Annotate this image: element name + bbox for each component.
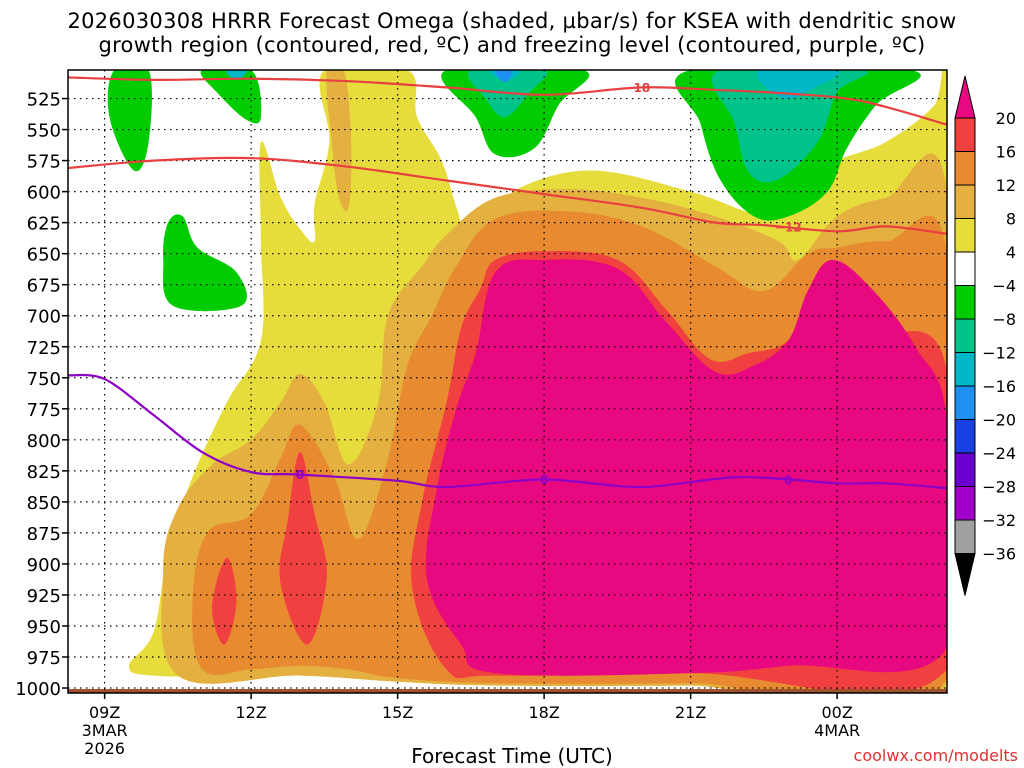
colorbar-label-9: −20 <box>982 411 1016 430</box>
y-tick-label-800: 800 <box>27 431 61 452</box>
terrain-strip <box>68 689 947 693</box>
contour-label-0-0: −18 <box>624 81 651 95</box>
negative-omega-4-8-c <box>200 70 262 124</box>
colorbar-label-3: 8 <box>1006 210 1016 229</box>
colorbar-block-9 <box>954 419 976 454</box>
x-tick-label-0-1: 3MAR <box>82 721 128 740</box>
y-tick-label-650: 650 <box>27 245 61 266</box>
negative-omega-4-8-b <box>162 214 247 312</box>
y-tick-label-700: 700 <box>27 307 61 328</box>
colorbar-block-11 <box>954 486 976 521</box>
colorbar-block-12 <box>954 519 976 554</box>
y-tick-label-675: 675 <box>27 276 61 297</box>
y-tick-label-875: 875 <box>27 524 61 545</box>
colorbar-label-0: 20 <box>996 109 1016 128</box>
contour-label-2-2: 0 <box>784 474 792 488</box>
chart-title-line-1: 2026030308 HRRR Forecast Omega (shaded, … <box>67 9 957 33</box>
colorbar-label-8: −16 <box>982 377 1016 396</box>
colorbar-block-7 <box>954 352 976 387</box>
contour-label-1-0: −12 <box>775 221 802 235</box>
negative-omega-4-8-a <box>107 70 152 172</box>
x-tick-label-0-0: 09Z <box>89 703 120 722</box>
colorbar-label-7: −12 <box>982 344 1016 363</box>
contour-lines: −18 −12 0 0 0 <box>68 76 947 490</box>
contour-line-0 <box>68 76 947 126</box>
y-tick-label-975: 975 <box>27 648 61 669</box>
colorbar-label-10: −24 <box>982 444 1016 463</box>
positive-omega-above-20 <box>425 259 947 676</box>
x-tick-label-15-0: 00Z <box>821 703 852 722</box>
contour-line-1 <box>68 156 947 235</box>
y-tick-label-525: 525 <box>27 90 61 111</box>
colorbar-bottom-triangle <box>954 553 976 596</box>
x-tick-label-3-0: 12Z <box>235 703 266 722</box>
colorbar-label-12: −32 <box>982 511 1016 530</box>
colorbar-label-1: 16 <box>996 143 1016 162</box>
chart-title-line-2: growth region (contoured, red, ºC) and f… <box>98 33 926 57</box>
contour-label-2-0: 0 <box>296 468 304 482</box>
negative-omega-16-20 <box>495 70 513 83</box>
plot-frame <box>67 69 948 694</box>
colorbar-top-triangle <box>954 75 976 119</box>
negative-omega-12-16-a <box>226 70 247 79</box>
colorbar-block-4 <box>954 251 976 286</box>
credit-link[interactable]: coolwx.com/modelts <box>853 746 1018 765</box>
colorbar-block-10 <box>954 452 976 487</box>
y-tick-label-750: 750 <box>27 369 61 390</box>
y-tick-label-825: 825 <box>27 462 61 483</box>
y-tick-label-900: 900 <box>27 555 61 576</box>
omega-shaded-field <box>68 70 947 693</box>
colorbar-block-5 <box>954 285 976 320</box>
y-tick-label-850: 850 <box>27 493 61 514</box>
y-tick-label-775: 775 <box>27 400 61 421</box>
x-tick-label-12-0: 21Z <box>675 703 706 722</box>
colorbar-block-8 <box>954 385 976 420</box>
y-tick-label-1000: 1000 <box>15 679 61 700</box>
colorbar-label-2: 12 <box>996 176 1016 195</box>
colorbar-block-1 <box>954 151 976 186</box>
colorbar: 20 16 12 8 4 −4 −8 −12 −16 −20 −24 −28 −32 −36 <box>954 75 1016 596</box>
negative-omega-8-12-b <box>712 70 868 183</box>
positive-omega-8-12-upper <box>326 70 352 212</box>
x-tick-label-15-1: 4MAR <box>814 721 860 740</box>
colorbar-label-11: −28 <box>982 478 1016 497</box>
positive-omega-16-20 <box>212 557 237 645</box>
y-tick-label-950: 950 <box>27 617 61 638</box>
colorbar-block-2 <box>954 184 976 219</box>
negative-omega-4-8-d <box>441 70 590 158</box>
contour-line-2 <box>68 373 947 490</box>
axes: 525 550 575 600 625 650 675 700 725 750 775 800 825 8… <box>15 69 948 758</box>
y-tick-label-925: 925 <box>27 586 61 607</box>
y-tick-label-575: 575 <box>27 152 61 173</box>
dotted-grid <box>68 70 947 693</box>
y-tick-label-600: 600 <box>27 183 61 204</box>
colorbar-block-0 <box>954 117 976 152</box>
x-tick-label-9-0: 18Z <box>528 703 559 722</box>
colorbar-label-6: −8 <box>992 310 1016 329</box>
colorbar-block-6 <box>954 318 976 353</box>
x-tick-label-0-2: 2026 <box>84 739 125 758</box>
colorbar-label-13: −36 <box>982 545 1016 564</box>
colorbar-block-3 <box>954 218 976 253</box>
y-tick-label-725: 725 <box>27 338 61 359</box>
y-tick-label-550: 550 <box>27 121 61 142</box>
contour-label-2-1: 0 <box>540 473 548 487</box>
y-tick-label-625: 625 <box>27 214 61 235</box>
colorbar-label-5: −4 <box>992 277 1016 296</box>
x-tick-label-6-0: 15Z <box>382 703 413 722</box>
x-axis-title: Forecast Time (UTC) <box>411 744 613 768</box>
positive-omega-16-20-b <box>279 452 327 645</box>
colorbar-label-4: 4 <box>1006 243 1016 262</box>
